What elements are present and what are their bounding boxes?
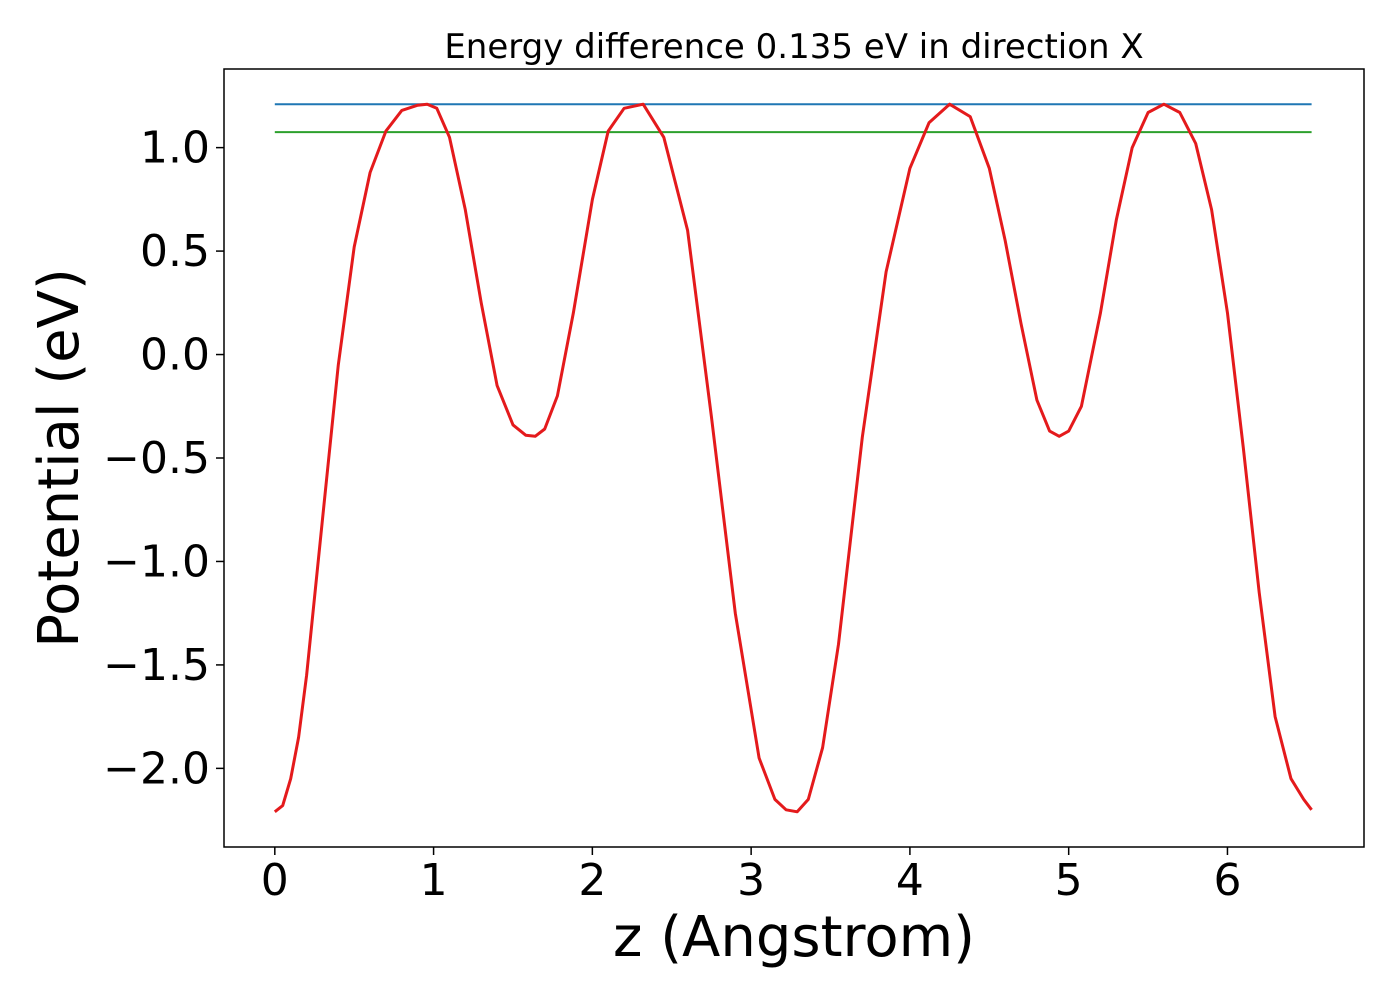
series-layer	[273, 102, 1313, 814]
plot-frame	[223, 68, 1365, 848]
y-tick-label: −2.0	[103, 743, 210, 794]
x-tick-label: 1	[420, 855, 448, 906]
x-axis-label: z (Angstrom)	[613, 905, 975, 970]
x-tick-label: 4	[896, 855, 924, 906]
y-tick-label: 0.5	[140, 226, 210, 277]
series-line-2	[273, 102, 1313, 814]
y-axis-label: Potential (eV)	[27, 268, 92, 648]
x-tick-label: 0	[261, 855, 289, 906]
y-tick-label: −1.0	[103, 536, 210, 587]
y-axis-ticks: −2.0 −1.5 −1.0 −0.5 0.0 0.5 1.0	[103, 123, 224, 794]
x-tick-label: 2	[578, 855, 606, 906]
x-tick-label: 3	[737, 855, 765, 906]
x-tick-label: 5	[1055, 855, 1083, 906]
y-tick-label: −1.5	[103, 640, 210, 691]
x-axis-ticks: 0 1 2 3 4 5 6	[261, 847, 1241, 906]
y-tick-label: 0.0	[140, 330, 210, 381]
y-tick-label: 1.0	[140, 123, 210, 174]
y-tick-label: −0.5	[103, 433, 210, 484]
chart-title: Energy difference 0.135 eV in direction …	[444, 27, 1143, 67]
x-tick-label: 6	[1213, 855, 1241, 906]
